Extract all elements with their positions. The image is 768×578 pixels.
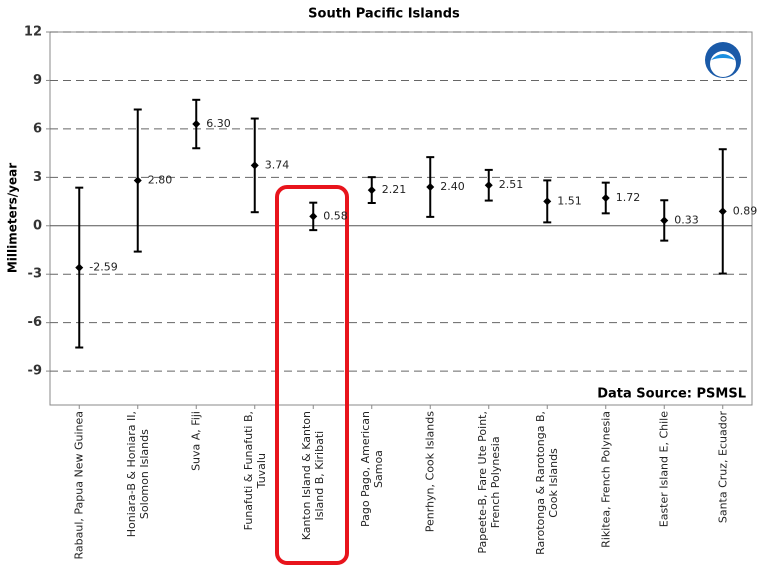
x-tick-label: Papeete-B, Fare Ute Point, French Polyne… xyxy=(475,411,502,554)
value-label: 2.21 xyxy=(382,183,407,196)
data-source: Data Source: PSMSL xyxy=(597,387,746,402)
point xyxy=(426,183,435,192)
x-tick-label: Suva A, Fiji xyxy=(189,411,203,471)
x-tick-label: Pago Pago, American Samoa xyxy=(358,411,385,528)
value-label: -2.59 xyxy=(89,261,117,274)
y-tick-label: 12 xyxy=(24,25,42,40)
value-label: 2.51 xyxy=(499,178,524,191)
y-tick-label: 6 xyxy=(33,121,42,136)
point xyxy=(192,120,201,129)
y-tick-label: 0 xyxy=(33,218,42,233)
y-axis-label: Millimeters/year xyxy=(6,163,20,273)
plot-frame xyxy=(49,31,753,406)
y-tick-label: 9 xyxy=(33,73,42,88)
y-tick-label: -6 xyxy=(28,315,42,330)
logo-bird xyxy=(711,54,735,60)
x-tick-label: Rikitea, French Polynesia xyxy=(599,411,613,548)
x-tick-label: Easter Island E, Chile xyxy=(657,411,671,528)
value-label: 0.89 xyxy=(733,204,758,217)
chart-title: South Pacific Islands xyxy=(308,7,460,22)
point xyxy=(250,161,259,170)
x-tick-label: Rarotonga & Rarotonga B, Cook Islands xyxy=(534,411,561,555)
value-label: 0.33 xyxy=(674,213,699,226)
point xyxy=(309,212,318,221)
point xyxy=(543,197,552,206)
x-tick-label: Rabaul, Papua New Guinea xyxy=(72,411,86,560)
point xyxy=(601,193,610,202)
value-label: 1.72 xyxy=(616,191,641,204)
noaa-logo xyxy=(705,42,741,78)
point xyxy=(660,216,669,225)
y-tick-label: 3 xyxy=(33,170,42,185)
point xyxy=(367,186,376,195)
value-label: 0.58 xyxy=(323,209,348,222)
value-label: 6.30 xyxy=(206,117,231,130)
x-tick-label: Penrhyn, Cook Islands xyxy=(423,411,437,533)
y-tick-label: -3 xyxy=(28,267,42,282)
point xyxy=(484,181,493,190)
x-tick-label: Santa Cruz, Ecuador xyxy=(716,411,730,524)
point xyxy=(133,176,142,185)
value-label: 2.80 xyxy=(148,174,173,187)
plot-area xyxy=(49,31,753,406)
x-tick-label: Kanton Island & Kanton Island B, Kiribat… xyxy=(300,411,327,541)
value-label: 3.74 xyxy=(265,158,290,171)
y-tick-label: -9 xyxy=(28,364,42,379)
value-label: 1.51 xyxy=(557,194,582,207)
value-label: 2.40 xyxy=(440,180,465,193)
point xyxy=(75,263,84,272)
x-tick-label: Funafuti & Funafuti B, Tuvalu xyxy=(241,411,268,531)
x-tick-label: Honiara-B & Honiara II, Solomon Islands xyxy=(124,411,151,538)
point xyxy=(718,207,727,216)
highlight-box xyxy=(275,185,349,565)
